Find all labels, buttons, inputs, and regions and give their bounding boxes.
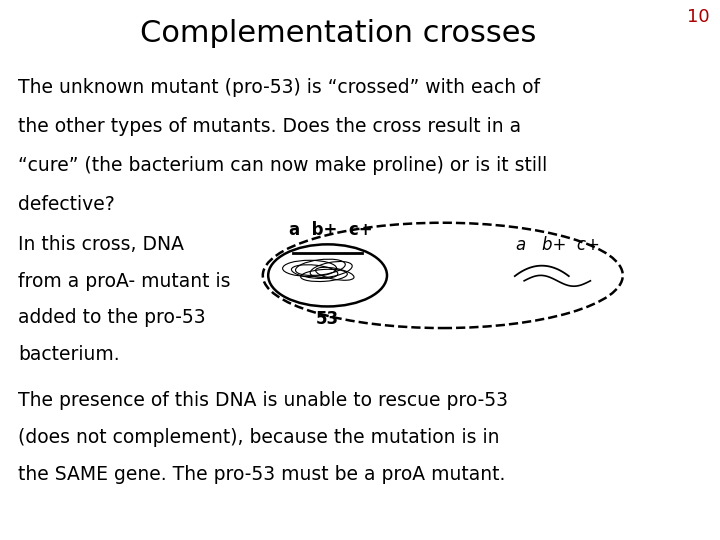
Text: Complementation crosses: Complementation crosses <box>140 19 536 48</box>
Text: The unknown mutant (pro-53) is “crossed” with each of: The unknown mutant (pro-53) is “crossed”… <box>18 78 540 97</box>
Text: defective?: defective? <box>18 195 114 214</box>
Text: “cure” (the bacterium can now make proline) or is it still: “cure” (the bacterium can now make proli… <box>18 156 547 175</box>
Text: The presence of this DNA is unable to rescue pro-53: The presence of this DNA is unable to re… <box>18 392 508 410</box>
Text: (does not complement), because the mutation is in: (does not complement), because the mutat… <box>18 428 500 447</box>
Text: from a proA- mutant is: from a proA- mutant is <box>18 272 230 291</box>
Ellipse shape <box>269 244 387 306</box>
Text: 10: 10 <box>687 8 709 26</box>
Text: added to the pro-53: added to the pro-53 <box>18 308 206 327</box>
Text: a  b+  c+: a b+ c+ <box>289 221 373 239</box>
Text: a   b+  c+: a b+ c+ <box>516 236 600 254</box>
Text: 53: 53 <box>316 310 339 328</box>
Text: bacterium.: bacterium. <box>18 345 120 364</box>
Text: the SAME gene. The pro-53 must be a proA mutant.: the SAME gene. The pro-53 must be a proA… <box>18 465 505 484</box>
Text: the other types of mutants. Does the cross result in a: the other types of mutants. Does the cro… <box>18 117 521 136</box>
Text: In this cross, DNA: In this cross, DNA <box>18 235 184 254</box>
